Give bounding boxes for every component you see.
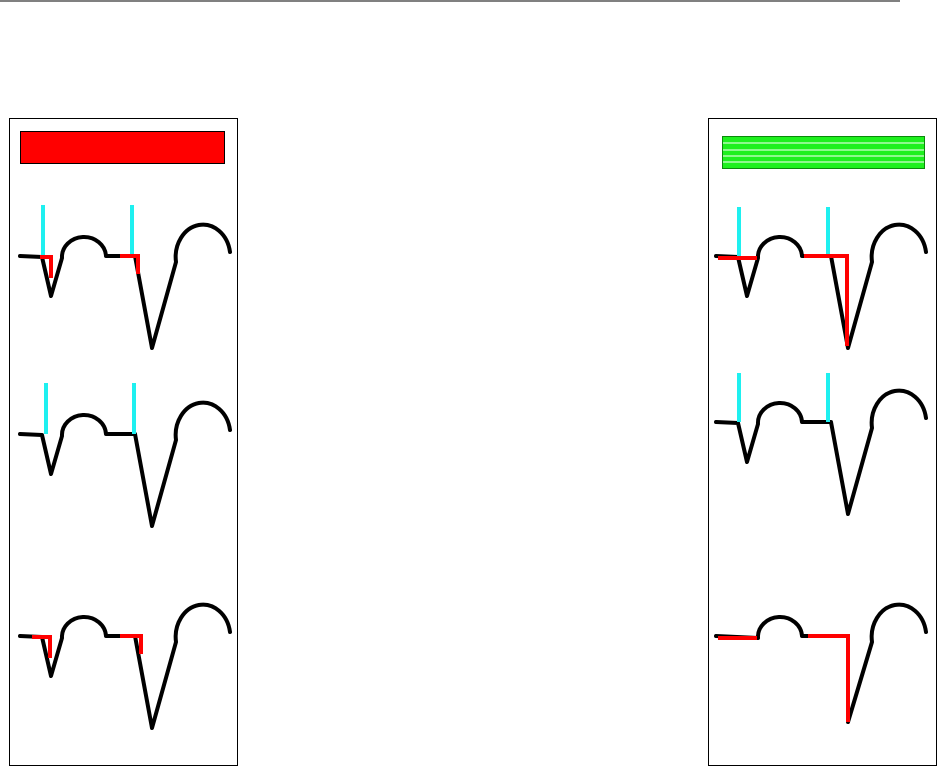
highlight <box>32 635 52 658</box>
waveform <box>18 602 232 730</box>
waveform <box>714 602 928 724</box>
status-bar <box>20 131 225 164</box>
highlight <box>804 254 849 346</box>
highlight <box>40 255 53 278</box>
status-stripes <box>723 142 924 163</box>
status-bar <box>722 136 925 169</box>
right-panel <box>708 118 937 766</box>
waveform <box>18 205 232 350</box>
waveform <box>714 373 928 516</box>
highlight <box>808 634 850 722</box>
waveform <box>714 207 928 350</box>
wave-line <box>714 602 928 724</box>
waveform <box>18 383 232 528</box>
highlight <box>120 254 140 274</box>
left-panel <box>9 118 238 766</box>
highlight <box>120 634 143 654</box>
